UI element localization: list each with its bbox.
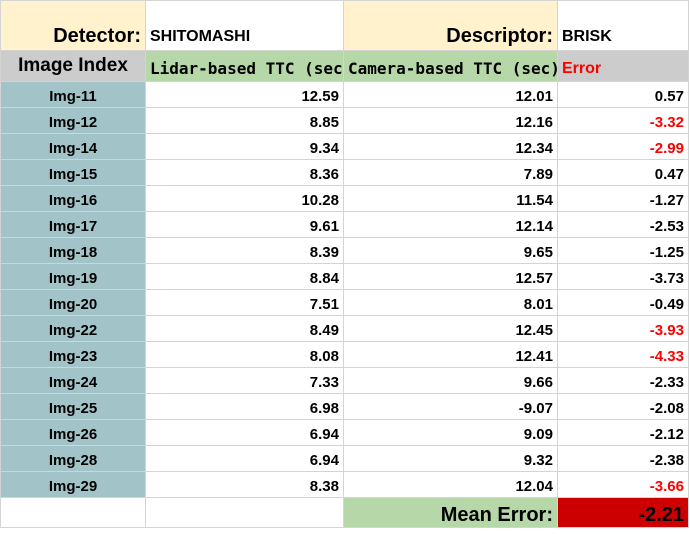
table-row: Img-26 6.94 9.09 -2.12 [0, 419, 689, 446]
image-index-cell[interactable]: Img-19 [0, 263, 146, 290]
camera-ttc-cell[interactable]: 9.32 [343, 445, 558, 472]
camera-ttc-cell[interactable]: 12.01 [343, 81, 558, 108]
error-cell[interactable]: -3.32 [557, 107, 689, 134]
table-row: Img-16 10.28 11.54 -1.27 [0, 185, 689, 212]
mean-row: Mean Error: -2.21 [0, 497, 689, 528]
image-index-header[interactable]: Image Index [0, 50, 146, 82]
table-row: Img-24 7.33 9.66 -2.33 [0, 367, 689, 394]
image-index-cell[interactable]: Img-24 [0, 367, 146, 394]
error-header[interactable]: Error [557, 50, 689, 82]
camera-ttc-cell[interactable]: 7.89 [343, 159, 558, 186]
image-index-cell[interactable]: Img-11 [0, 81, 146, 108]
image-index-cell[interactable]: Img-12 [0, 107, 146, 134]
table-row: Img-11 12.59 12.01 0.57 [0, 81, 689, 108]
error-cell[interactable]: 0.57 [557, 81, 689, 108]
empty-cell[interactable] [145, 497, 344, 528]
table-row: Img-17 9.61 12.14 -2.53 [0, 211, 689, 238]
image-index-cell[interactable]: Img-17 [0, 211, 146, 238]
descriptor-label-cell[interactable]: Descriptor: [343, 0, 558, 51]
image-index-cell[interactable]: Img-25 [0, 393, 146, 420]
camera-ttc-cell[interactable]: 11.54 [343, 185, 558, 212]
image-index-cell[interactable]: Img-28 [0, 445, 146, 472]
lidar-ttc-cell[interactable]: 8.85 [145, 107, 344, 134]
camera-ttc-cell[interactable]: 12.57 [343, 263, 558, 290]
lidar-ttc-cell[interactable]: 8.49 [145, 315, 344, 342]
table-row: Img-19 8.84 12.57 -3.73 [0, 263, 689, 290]
lidar-ttc-cell[interactable]: 8.36 [145, 159, 344, 186]
table-row: Img-20 7.51 8.01 -0.49 [0, 289, 689, 316]
table-row: Img-29 8.38 12.04 -3.66 [0, 471, 689, 498]
camera-ttc-cell[interactable]: 12.45 [343, 315, 558, 342]
lidar-ttc-cell[interactable]: 9.61 [145, 211, 344, 238]
camera-ttc-cell[interactable]: 12.14 [343, 211, 558, 238]
lidar-ttc-cell[interactable]: 10.28 [145, 185, 344, 212]
lidar-ttc-cell[interactable]: 6.94 [145, 445, 344, 472]
error-cell[interactable]: -2.53 [557, 211, 689, 238]
mean-error-label[interactable]: Mean Error: [343, 497, 558, 528]
camera-ttc-cell[interactable]: 9.66 [343, 367, 558, 394]
camera-ttc-cell[interactable]: 8.01 [343, 289, 558, 316]
image-index-cell[interactable]: Img-15 [0, 159, 146, 186]
error-cell[interactable]: -2.08 [557, 393, 689, 420]
column-header-row: Image Index Lidar-based TTC (sec) Camera… [0, 50, 689, 82]
lidar-ttc-cell[interactable]: 8.39 [145, 237, 344, 264]
error-cell[interactable]: -3.66 [557, 471, 689, 498]
camera-ttc-cell[interactable]: 12.16 [343, 107, 558, 134]
camera-ttc-cell[interactable]: 12.34 [343, 133, 558, 160]
table-row: Img-18 8.39 9.65 -1.25 [0, 237, 689, 264]
error-cell[interactable]: -2.33 [557, 367, 689, 394]
camera-ttc-cell[interactable]: -9.07 [343, 393, 558, 420]
lidar-ttc-cell[interactable]: 8.08 [145, 341, 344, 368]
image-index-cell[interactable]: Img-14 [0, 133, 146, 160]
table-row: Img-25 6.98 -9.07 -2.08 [0, 393, 689, 420]
error-cell[interactable]: -2.38 [557, 445, 689, 472]
error-cell[interactable]: -4.33 [557, 341, 689, 368]
title-row: Detector: SHITOMASHI Descriptor: BRISK [0, 0, 689, 51]
error-cell[interactable]: -3.93 [557, 315, 689, 342]
image-index-cell[interactable]: Img-22 [0, 315, 146, 342]
camera-ttc-cell[interactable]: 12.04 [343, 471, 558, 498]
table-row: Img-15 8.36 7.89 0.47 [0, 159, 689, 186]
image-index-cell[interactable]: Img-23 [0, 341, 146, 368]
descriptor-value-cell[interactable]: BRISK [557, 0, 689, 51]
table-row: Img-12 8.85 12.16 -3.32 [0, 107, 689, 134]
camera-ttc-header[interactable]: Camera-based TTC (sec) [343, 50, 558, 82]
camera-ttc-cell[interactable]: 12.41 [343, 341, 558, 368]
lidar-ttc-cell[interactable]: 7.51 [145, 289, 344, 316]
detector-label-cell[interactable]: Detector: [0, 0, 146, 51]
lidar-ttc-cell[interactable]: 9.34 [145, 133, 344, 160]
error-cell[interactable]: -1.25 [557, 237, 689, 264]
error-cell[interactable]: -1.27 [557, 185, 689, 212]
lidar-ttc-cell[interactable]: 8.38 [145, 471, 344, 498]
image-index-cell[interactable]: Img-16 [0, 185, 146, 212]
image-index-cell[interactable]: Img-26 [0, 419, 146, 446]
lidar-ttc-cell[interactable]: 8.84 [145, 263, 344, 290]
lidar-ttc-cell[interactable]: 12.59 [145, 81, 344, 108]
error-cell[interactable]: -0.49 [557, 289, 689, 316]
image-index-cell[interactable]: Img-18 [0, 237, 146, 264]
table-row: Img-28 6.94 9.32 -2.38 [0, 445, 689, 472]
table-row: Img-14 9.34 12.34 -2.99 [0, 133, 689, 160]
camera-ttc-cell[interactable]: 9.65 [343, 237, 558, 264]
error-cell[interactable]: 0.47 [557, 159, 689, 186]
empty-cell[interactable] [0, 497, 146, 528]
image-index-cell[interactable]: Img-20 [0, 289, 146, 316]
lidar-ttc-cell[interactable]: 6.94 [145, 419, 344, 446]
lidar-ttc-header[interactable]: Lidar-based TTC (sec) [145, 50, 344, 82]
mean-error-value[interactable]: -2.21 [557, 497, 689, 528]
table-row: Img-22 8.49 12.45 -3.93 [0, 315, 689, 342]
image-index-cell[interactable]: Img-29 [0, 471, 146, 498]
error-cell[interactable]: -3.73 [557, 263, 689, 290]
error-cell[interactable]: -2.99 [557, 133, 689, 160]
camera-ttc-cell[interactable]: 9.09 [343, 419, 558, 446]
error-cell[interactable]: -2.12 [557, 419, 689, 446]
detector-value-cell[interactable]: SHITOMASHI [145, 0, 344, 51]
table-row: Img-23 8.08 12.41 -4.33 [0, 341, 689, 368]
lidar-ttc-cell[interactable]: 7.33 [145, 367, 344, 394]
lidar-ttc-cell[interactable]: 6.98 [145, 393, 344, 420]
